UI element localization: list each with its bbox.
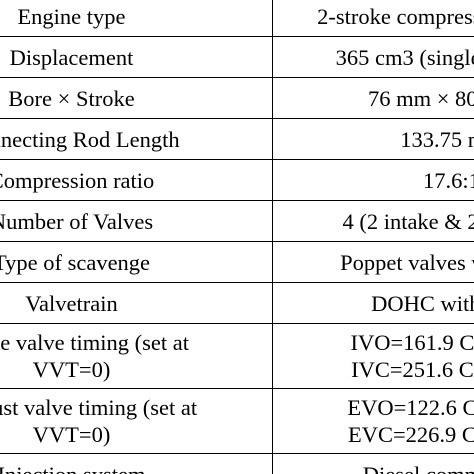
table-row: Type of scavenge Poppet valves with VVT — [0, 241, 474, 283]
parameter-text: Type of scavenge — [0, 249, 151, 275]
value-cell: 365 cm3 (single cylinder) — [272, 36, 474, 78]
parameter-text: Connecting Rod Length — [0, 126, 180, 152]
parameter-cell: Bore × Stroke — [0, 77, 273, 119]
table-row: Number of Valves 4 (2 intake & 2 exhaust) — [0, 200, 474, 242]
value-cell: 2-stroke compression ignition — [272, 0, 474, 37]
value-text: 365 cm3 (single cylinder) — [335, 44, 474, 70]
value-text: EVO=122.6 CA ATDC — [347, 395, 474, 420]
value-cell: 76 mm × 80.4 mm — [272, 77, 474, 119]
value-cell: 133.75 mm — [272, 118, 474, 160]
value-cell: Diesel common rail — [272, 453, 474, 474]
parameter-cell: Number of Valves — [0, 200, 273, 242]
parameter-text: Engine type — [17, 3, 126, 29]
parameter-text: Number of Valves — [0, 208, 154, 234]
parameter-text: VVT=0) — [32, 357, 111, 382]
parameter-cell: Valvetrain — [0, 282, 273, 324]
parameter-text: Exhaust valve timing (set at — [0, 395, 198, 420]
value-text: 4 (2 intake & 2 exhaust) — [342, 208, 474, 234]
parameter-text: VVT=0) — [32, 422, 111, 447]
table-row: Injection system Diesel common rail — [0, 453, 474, 474]
value-text: 2-stroke compression ignition — [317, 3, 474, 29]
value-text: 17.6:1 — [423, 167, 474, 193]
parameter-text: Valvetrain — [25, 290, 118, 316]
parameter-text: Bore × Stroke — [8, 85, 135, 111]
table-row: Compression ratio 17.6:1 — [0, 159, 474, 201]
parameter-cell: Engine type — [0, 0, 273, 37]
value-text: EVC=226.9 CA ATDC — [347, 422, 474, 447]
value-text: IVC=251.6 CA ATDC — [351, 357, 474, 382]
value-text: IVO=161.9 CA ATDC — [350, 330, 474, 355]
table-row: Engine type 2-stroke compression ignition — [0, 0, 474, 37]
value-cell: 17.6:1 — [272, 159, 474, 201]
parameter-cell: Injection system — [0, 453, 273, 474]
parameter-cell: Connecting Rod Length — [0, 118, 273, 160]
value-text: 76 mm × 80.4 mm — [367, 85, 474, 111]
parameter-text: Displacement — [9, 44, 134, 70]
table-row: Valvetrain DOHC with VVT — [0, 282, 474, 324]
value-cell: 4 (2 intake & 2 exhaust) — [272, 200, 474, 242]
value-cell: DOHC with VVT — [272, 282, 474, 324]
value-cell: IVO=161.9 CA ATDCIVC=251.6 CA ATDC — [272, 323, 474, 389]
value-cell: EVO=122.6 CA ATDCEVC=226.9 CA ATDC — [272, 388, 474, 454]
parameter-cell: Type of scavenge — [0, 241, 273, 283]
parameter-cell: Displacement — [0, 36, 273, 78]
value-text: Diesel common rail — [362, 461, 474, 474]
table-row: Displacement 365 cm3 (single cylinder) — [0, 36, 474, 78]
value-text: 133.75 mm — [400, 126, 474, 152]
parameter-text: Injection system — [0, 461, 146, 474]
value-cell: Poppet valves with VVT — [272, 241, 474, 283]
parameter-text: Compression ratio — [0, 167, 155, 193]
value-text: DOHC with VVT — [371, 290, 474, 316]
table-row: Exhaust valve timing (set atVVT=0)EVO=12… — [0, 388, 474, 454]
value-text: Poppet valves with VVT — [340, 249, 474, 275]
table-row: Connecting Rod Length 133.75 mm — [0, 118, 474, 160]
parameter-cell: Compression ratio — [0, 159, 273, 201]
parameter-text: Intake valve timing (set at — [0, 330, 189, 355]
table-row: Intake valve timing (set atVVT=0)IVO=161… — [0, 323, 474, 389]
table-row: Bore × Stroke 76 mm × 80.4 mm — [0, 77, 474, 119]
